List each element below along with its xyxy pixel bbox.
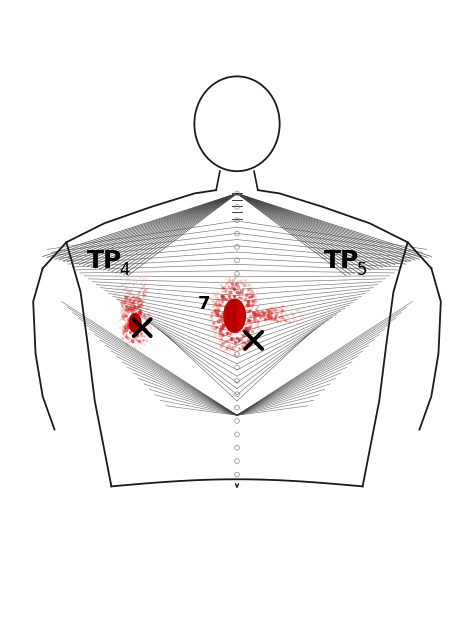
Text: TP: TP bbox=[324, 249, 359, 273]
Text: 7: 7 bbox=[198, 295, 210, 313]
Text: TP: TP bbox=[87, 249, 122, 273]
Text: 4: 4 bbox=[119, 261, 130, 279]
Text: 5: 5 bbox=[356, 261, 367, 279]
Ellipse shape bbox=[224, 299, 246, 332]
Ellipse shape bbox=[129, 313, 141, 332]
